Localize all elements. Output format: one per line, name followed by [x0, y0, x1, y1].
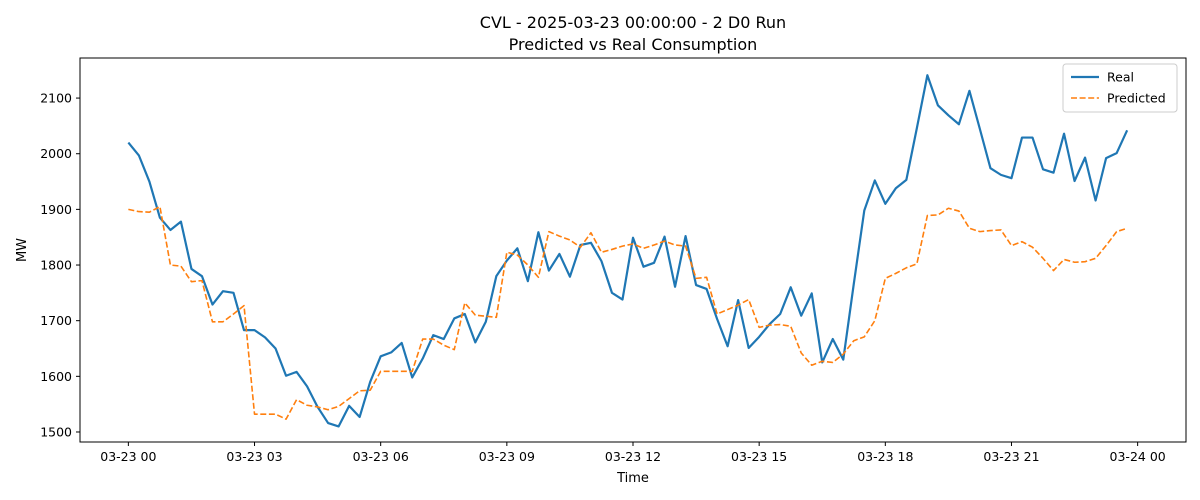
- series-layer: [127, 74, 1129, 428]
- y-tick-label: 1700: [40, 313, 72, 328]
- series-line-predicted: [128, 205, 1128, 420]
- legend: Real Predicted: [1062, 63, 1178, 113]
- x-axis-ticks: 03-23 00 03-23 03 03-23 06 03-23 09 03-23 12…: [100, 442, 1166, 464]
- y-axis-label: MW: [15, 238, 30, 262]
- y-tick-label: 2000: [40, 146, 72, 161]
- chart-title: CVL - 2025-03-23 00:00:00 - 2 D0 Run: [480, 13, 786, 32]
- y-tick-label: 1600: [40, 369, 72, 384]
- series-line-real: [127, 74, 1129, 428]
- y-tick-label: 1500: [40, 424, 72, 439]
- x-tick-label: 03-23 09: [479, 449, 535, 464]
- x-tick-label: 03-23 15: [731, 449, 787, 464]
- x-tick-label: 03-24 00: [1110, 449, 1166, 464]
- y-axis-ticks: 1500 1600 1700 1800 1900 2000 2100: [40, 91, 80, 439]
- x-tick-label: 03-23 06: [353, 449, 409, 464]
- y-tick-label: 2100: [40, 91, 72, 106]
- x-tick-label: 03-23 03: [226, 449, 282, 464]
- y-tick-label: 1800: [40, 258, 72, 273]
- chart-subtitle: Predicted vs Real Consumption: [509, 35, 758, 54]
- x-tick-label: 03-23 12: [605, 449, 661, 464]
- legend-label-predicted: Predicted: [1107, 91, 1166, 106]
- legend-label-real: Real: [1107, 70, 1134, 85]
- x-tick-label: 03-23 21: [983, 449, 1039, 464]
- x-tick-label: 03-23 18: [857, 449, 913, 464]
- y-tick-label: 1900: [40, 202, 72, 217]
- x-tick-label: 03-23 00: [100, 449, 156, 464]
- plot-area-frame: [79, 57, 1187, 443]
- x-axis-label: Time: [616, 471, 649, 486]
